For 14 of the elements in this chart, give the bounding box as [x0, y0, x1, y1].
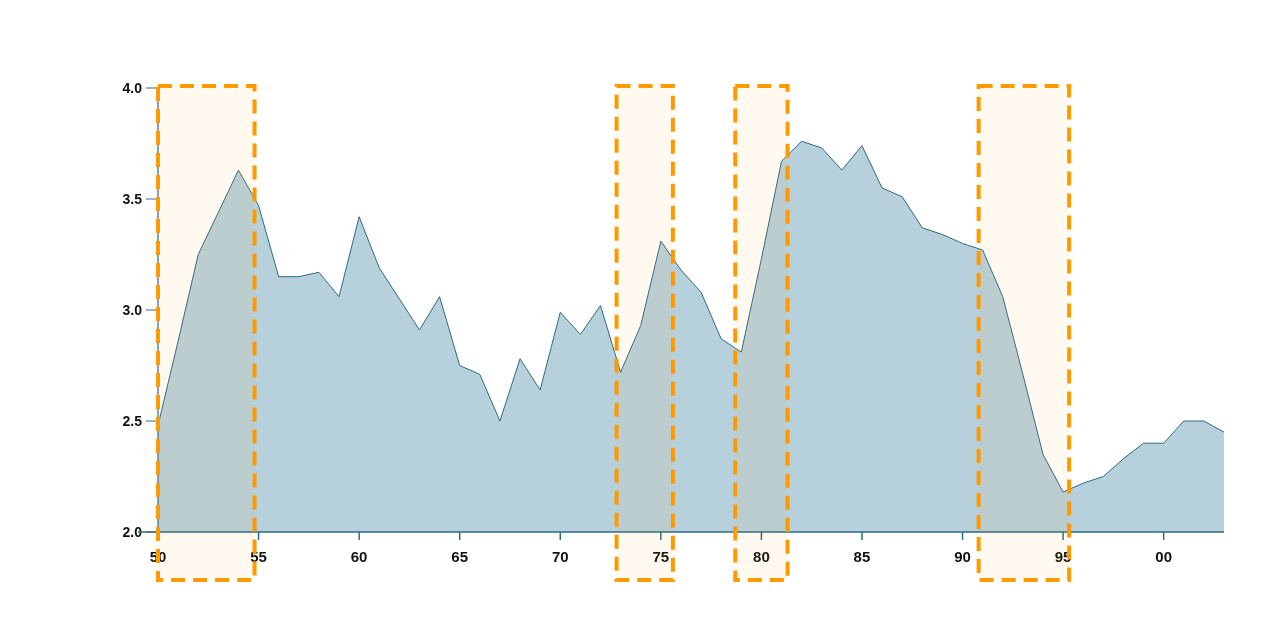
x-tick-label: 65 [451, 548, 469, 565]
x-tick-label: 75 [652, 548, 670, 565]
x-tick-label: 60 [350, 548, 368, 565]
y-tick-label: 3.0 [122, 301, 143, 318]
x-tick-label: 70 [551, 548, 569, 565]
y-tick-label: 2.0 [122, 523, 143, 540]
x-tick-label: 80 [753, 548, 770, 565]
x-tick-label: 00 [1155, 548, 1172, 565]
y-tick-label: 3.5 [122, 190, 143, 207]
x-tick-label: 55 [250, 548, 267, 565]
x-tick-label: 90 [954, 548, 971, 565]
y-tick-label: 4.0 [122, 79, 143, 96]
x-tick-label: 85 [853, 548, 871, 565]
y-tick-label: 2.5 [122, 412, 143, 429]
